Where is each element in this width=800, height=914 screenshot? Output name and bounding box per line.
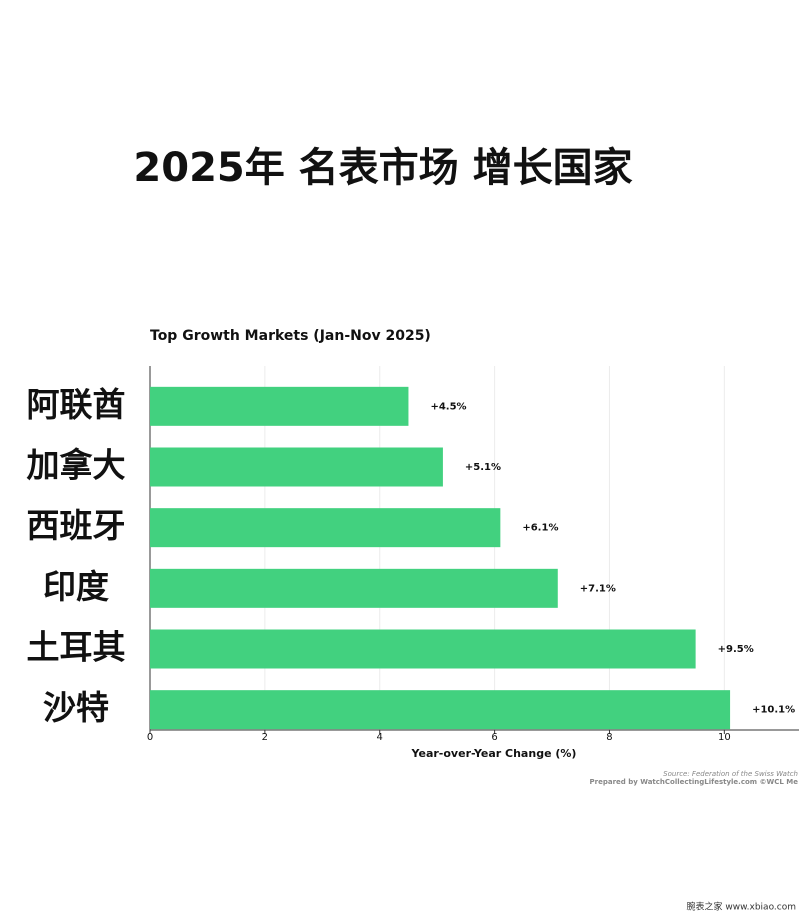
bar xyxy=(150,386,409,426)
bar xyxy=(150,568,558,608)
category-label: 西班牙 xyxy=(27,506,126,545)
value-label: +10.1% xyxy=(752,705,795,716)
value-label: +6.1% xyxy=(522,523,558,534)
value-label: +9.5% xyxy=(718,644,754,655)
category-label: 土耳其 xyxy=(27,628,126,667)
category-label: 沙特 xyxy=(43,688,109,727)
category-label: 印度 xyxy=(43,567,109,606)
x-tick-label: 6 xyxy=(491,732,497,743)
watermark: 腕表之家 www.xbiao.com xyxy=(687,901,796,913)
x-tick-label: 8 xyxy=(606,732,612,743)
category-label: 阿联酋 xyxy=(27,385,126,424)
x-tick-label: 2 xyxy=(262,732,268,743)
x-tick-label: 4 xyxy=(377,732,383,743)
page-title: 2025年 名表市场 增长国家 xyxy=(133,145,632,191)
value-label: +7.1% xyxy=(580,583,616,594)
bar xyxy=(150,690,731,730)
bar xyxy=(150,447,443,487)
bar xyxy=(150,629,696,669)
source-note: Source: Federation of the Swiss Watch xyxy=(663,770,798,778)
x-tick-label: 0 xyxy=(147,732,153,743)
x-axis-label: Year-over-Year Change (%) xyxy=(411,747,577,760)
credit-note: Prepared by WatchCollectingLifestyle.com… xyxy=(590,778,799,786)
category-label: 加拿大 xyxy=(27,446,126,485)
value-label: +5.1% xyxy=(465,462,501,473)
chart-title: Top Growth Markets (Jan-Nov 2025) xyxy=(150,328,431,344)
value-label: +4.5% xyxy=(430,401,466,412)
x-tick-label: 10 xyxy=(718,732,731,743)
bar xyxy=(150,508,501,548)
